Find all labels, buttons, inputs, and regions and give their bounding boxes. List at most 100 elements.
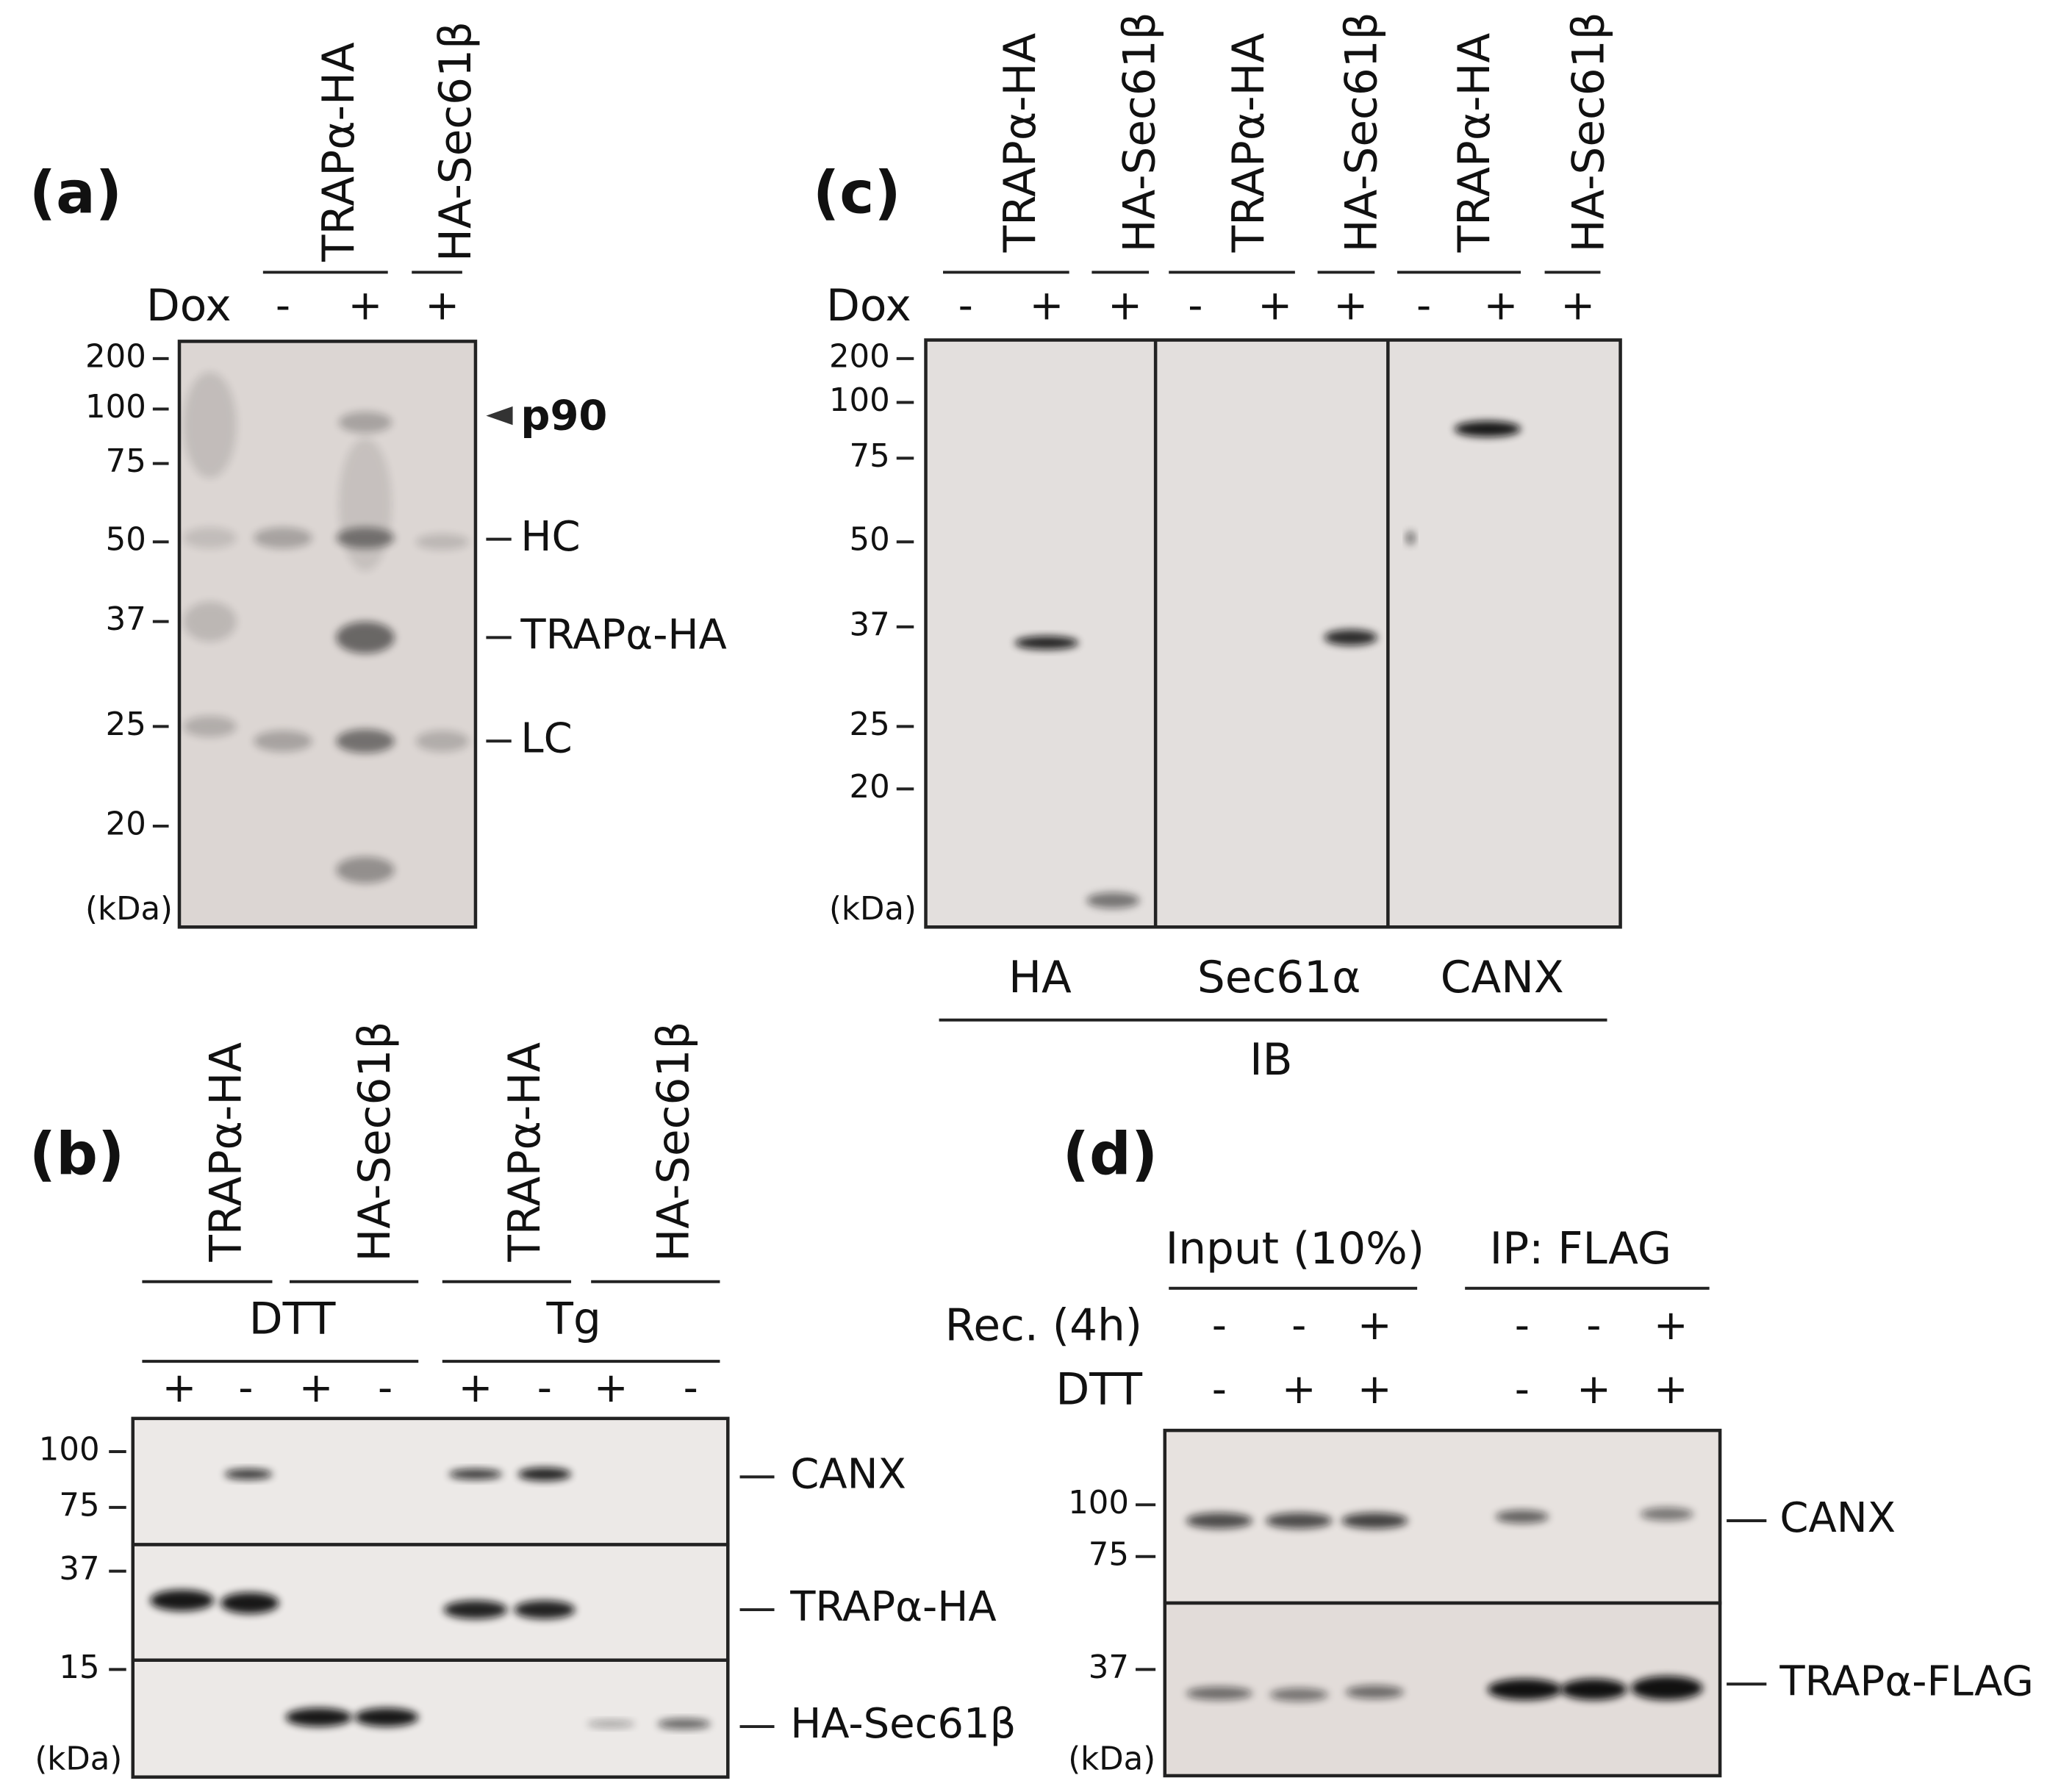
band: [183, 371, 237, 478]
treatment-label: Dox: [826, 281, 911, 331]
annotation: LC: [520, 714, 572, 762]
treatment-label: Dox: [146, 281, 232, 331]
unit-label: (kDa): [1068, 1741, 1155, 1778]
marker-label: 20: [106, 806, 146, 842]
panel-label: (c): [813, 158, 901, 226]
sign: +: [348, 282, 383, 329]
row-label: Rec. (4h): [945, 1301, 1142, 1352]
blot-label: TRAPα-FLAG: [1779, 1657, 2033, 1705]
blot-b-sec: [131, 1658, 730, 1779]
band: [1324, 629, 1377, 646]
band: [254, 527, 312, 549]
band: [285, 1707, 352, 1727]
marker-label: 100: [85, 389, 146, 426]
sign: +: [1560, 282, 1595, 329]
antibody-label: HA: [1008, 953, 1072, 1003]
band: [183, 527, 237, 549]
bands: [150, 371, 1703, 1729]
sign: +: [594, 1364, 628, 1412]
band: [183, 715, 237, 737]
band: [254, 730, 312, 752]
annotation: p90: [520, 392, 607, 440]
sign: +: [1333, 282, 1368, 329]
lane-header: HA-Sec61β: [1336, 12, 1387, 252]
sign: -: [1416, 282, 1431, 329]
band: [1345, 1685, 1405, 1699]
lane-header: TRAPα-HA: [500, 1042, 551, 1263]
annotation: TRAPα-HA: [520, 611, 726, 659]
group-label: Tg: [546, 1294, 601, 1345]
sign: -: [1212, 1366, 1227, 1413]
unit-label: (kDa): [85, 891, 173, 928]
annotation: HC: [520, 513, 580, 561]
band: [224, 1469, 273, 1480]
marker-label: 100: [829, 382, 890, 419]
lane-header: HA-Sec61β: [648, 1022, 699, 1262]
sign: -: [276, 282, 290, 329]
band: [415, 730, 469, 752]
marker-label: 37: [59, 1551, 99, 1588]
marker-label: 37: [850, 606, 890, 643]
band: [221, 1592, 279, 1614]
sign: +: [162, 1364, 197, 1412]
band: [587, 1720, 635, 1728]
sign: +: [1654, 1302, 1688, 1349]
sign: +: [1108, 282, 1142, 329]
marker-label: 75: [850, 438, 890, 475]
marker-label: 37: [1089, 1649, 1129, 1686]
sign: -: [378, 1364, 392, 1412]
sign: +: [1654, 1366, 1688, 1413]
sign: +: [1577, 1366, 1611, 1413]
marker-label: 25: [106, 706, 146, 743]
band: [1186, 1513, 1253, 1529]
blot-c: [924, 338, 1622, 929]
sign: +: [458, 1364, 492, 1412]
unit-label: (kDa): [35, 1741, 122, 1778]
marker-label: 100: [1068, 1485, 1129, 1521]
lane-header: TRAPα-HA: [201, 1042, 251, 1263]
sign: +: [1282, 1366, 1316, 1413]
sign: -: [1515, 1366, 1530, 1413]
band: [1560, 1679, 1627, 1700]
marker-label: 25: [850, 706, 890, 743]
band: [354, 1707, 419, 1727]
band: [657, 1718, 711, 1729]
marker-label: 37: [106, 601, 146, 638]
band: [336, 621, 395, 654]
band: [415, 534, 469, 551]
lane-header: HA-Sec61β: [1115, 12, 1166, 252]
band: [336, 856, 395, 883]
sign: +: [1258, 282, 1292, 329]
sign: -: [684, 1364, 698, 1412]
band: [514, 1600, 576, 1619]
arrowhead: [486, 406, 513, 426]
panel-label: (a): [29, 158, 122, 226]
marker-label: 75: [59, 1487, 99, 1524]
lane-header: TRAPα-HA: [1449, 32, 1500, 253]
sign: +: [1358, 1302, 1392, 1349]
marker-label: 50: [106, 522, 146, 559]
sign: +: [1029, 282, 1064, 329]
sign: -: [537, 1364, 552, 1412]
sign: -: [238, 1364, 253, 1412]
marker-label: 20: [850, 769, 890, 806]
sign: +: [425, 282, 459, 329]
unit-label: (kDa): [829, 891, 917, 928]
sign: +: [1483, 282, 1518, 329]
sign: -: [1212, 1302, 1227, 1349]
panel-label: (b): [29, 1120, 125, 1189]
band: [1640, 1507, 1693, 1521]
marker-label: 200: [85, 338, 146, 375]
marker-label: 15: [59, 1649, 99, 1686]
blot-label: HA-Sec61β: [790, 1700, 1016, 1748]
antibody-label: Sec61α: [1197, 953, 1361, 1003]
lane-header: TRAPα-HA: [1224, 32, 1275, 253]
sign: -: [958, 282, 973, 329]
band: [1406, 531, 1415, 545]
group-label: DTT: [249, 1294, 336, 1345]
band: [338, 438, 392, 572]
blot-label: CANX: [790, 1451, 906, 1499]
band: [338, 412, 392, 434]
band: [517, 1467, 572, 1481]
